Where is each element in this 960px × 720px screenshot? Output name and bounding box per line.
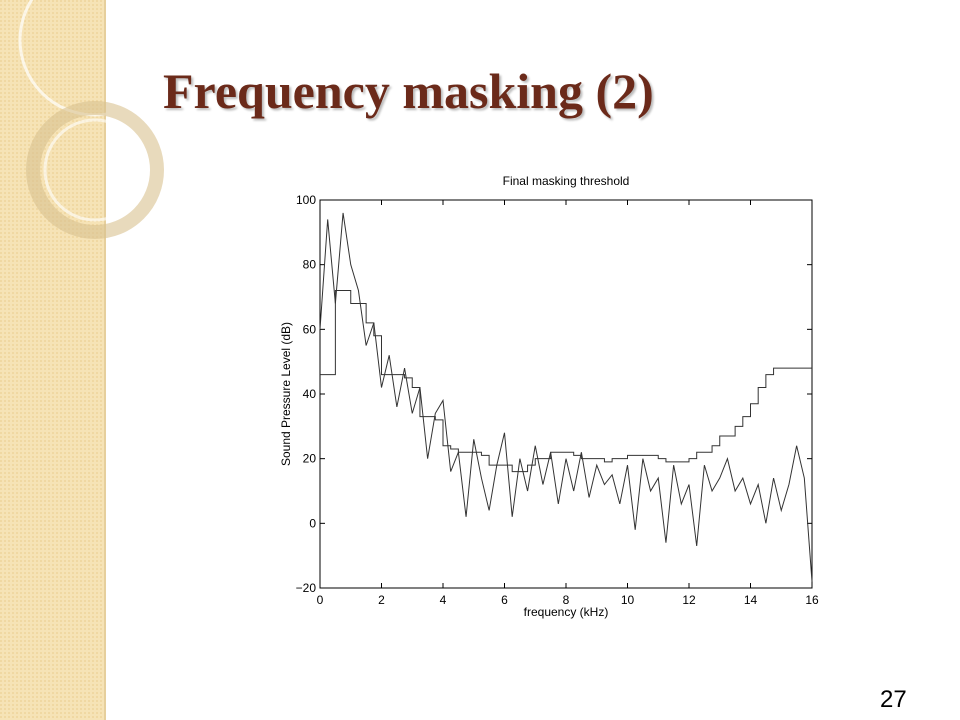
y-tick-label: 40 — [303, 387, 317, 401]
y-tick-label: 60 — [303, 322, 317, 336]
x-tick-label: 4 — [440, 593, 447, 607]
data-line — [319, 212, 813, 582]
x-tick-label: 2 — [378, 593, 385, 607]
y-tick-label: 0 — [309, 516, 316, 530]
y-tick-label: 100 — [296, 193, 316, 207]
chart-title: Final masking threshold — [503, 174, 630, 188]
x-axis-label: frequency (kHz) — [524, 605, 609, 619]
y-tick-label: 20 — [303, 452, 317, 466]
y-tick-label: 80 — [303, 258, 317, 272]
x-tick-label: 0 — [317, 593, 324, 607]
y-axis-label: Sound Pressure Level (dB) — [279, 322, 293, 466]
page-number: 27 — [880, 686, 907, 713]
plot-frame — [319, 199, 813, 589]
data-line — [320, 290, 812, 473]
x-tick-label: 16 — [805, 593, 819, 607]
y-tick-label: −20 — [296, 581, 317, 595]
x-tick-label: 10 — [621, 593, 635, 607]
x-tick-label: 14 — [744, 593, 758, 607]
slide-title: Frequency masking (2) — [163, 63, 654, 119]
x-tick-label: 12 — [682, 593, 696, 607]
x-tick-label: 6 — [501, 593, 508, 607]
x-tick-label: 8 — [563, 593, 570, 607]
